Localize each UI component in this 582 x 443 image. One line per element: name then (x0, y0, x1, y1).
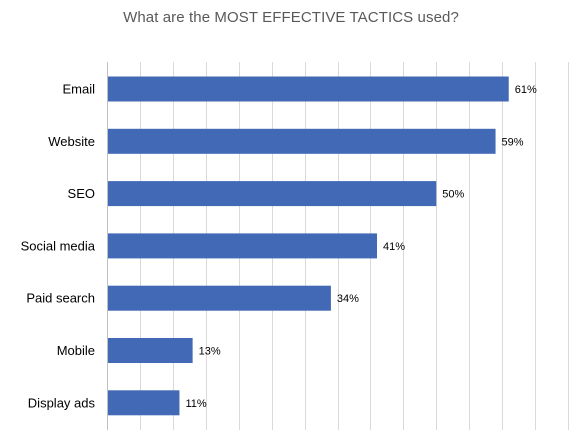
data-label: 61% (515, 84, 537, 96)
bar-display-ads (108, 390, 180, 416)
category-label: Display ads (28, 395, 96, 410)
data-label: 59% (502, 136, 524, 148)
category-label: Social media (21, 238, 96, 253)
bar-email (108, 76, 509, 102)
labels: Email 61% Website 59% SEO 50% Social media 41% P… (21, 82, 537, 411)
category-label: Mobile (57, 343, 95, 358)
bar-social-media (108, 233, 378, 259)
data-label: 41% (383, 241, 405, 253)
bar-website (108, 128, 496, 154)
data-label: 50% (442, 189, 464, 201)
category-label: Paid search (26, 291, 95, 306)
data-label: 11% (185, 398, 206, 410)
bar-mobile (108, 338, 193, 363)
chart-title: What are the MOST EFFECTIVE TACTICS used… (123, 9, 459, 26)
category-label: Email (62, 82, 95, 97)
category-label: SEO (68, 186, 95, 201)
bar-paid-search (108, 285, 331, 311)
data-label: 34% (337, 293, 359, 305)
category-label: Website (48, 134, 95, 149)
bar-seo (108, 181, 437, 207)
data-label: 13% (199, 346, 221, 358)
bars (108, 76, 509, 416)
